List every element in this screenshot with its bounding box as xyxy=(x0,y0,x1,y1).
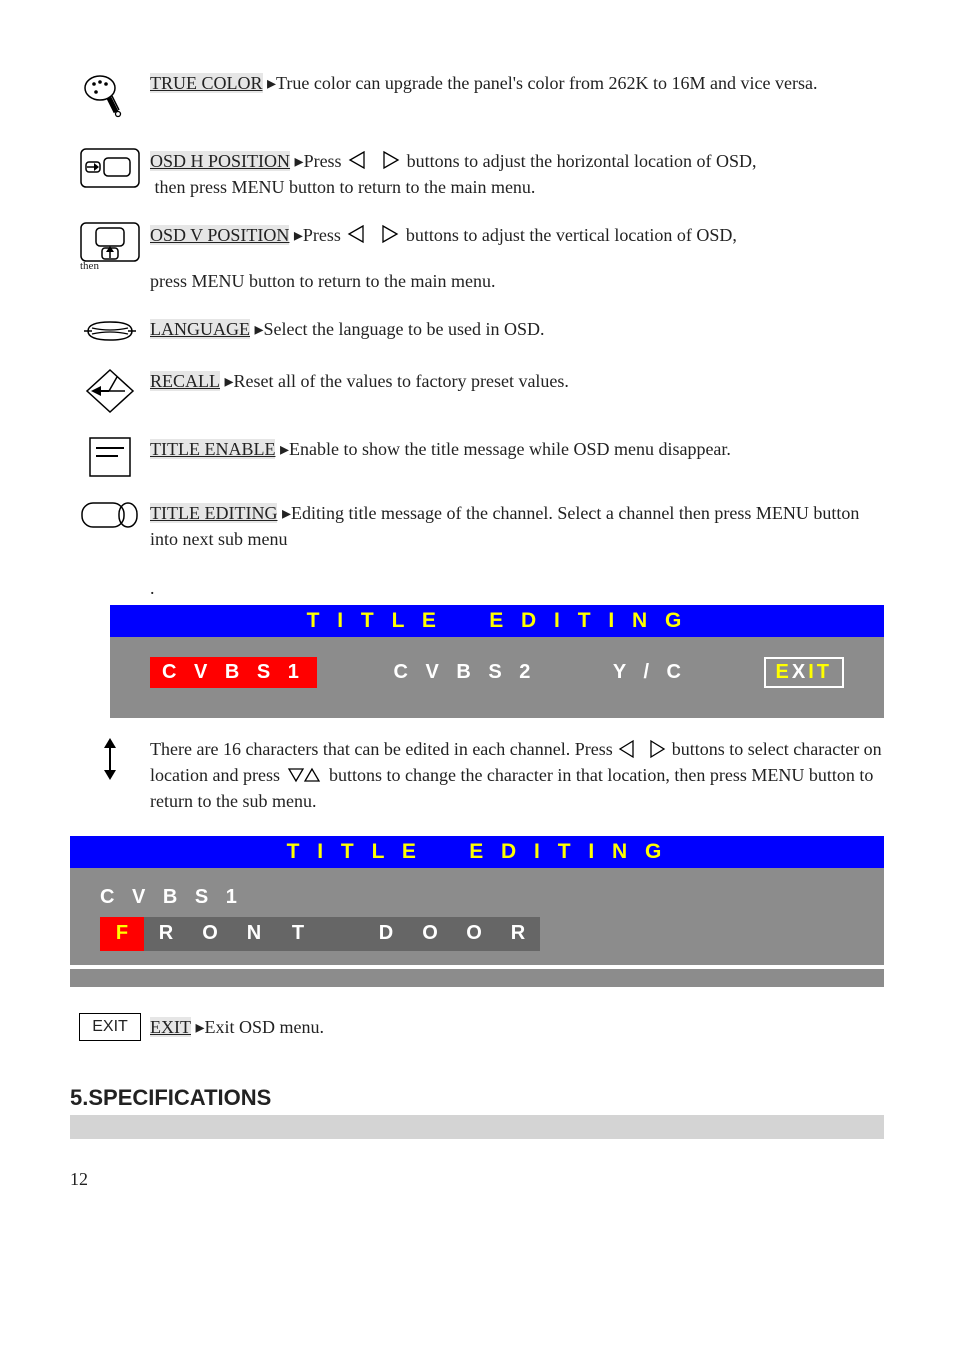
char-3[interactable]: N xyxy=(232,917,276,951)
char-9[interactable]: R xyxy=(496,917,540,951)
title-editing-banner-1: T I T L E E D I T I N G xyxy=(110,605,884,637)
language-text: LANGUAGE ▸Select the language to be used… xyxy=(150,316,884,342)
title-enable-text: TITLE ENABLE ▸Enable to show the title m… xyxy=(150,436,884,462)
osd-h-text: OSD H POSITION ▸Press buttons to adjust … xyxy=(150,148,884,200)
specifications-bar xyxy=(70,1115,884,1139)
exit-box-icon: EXIT xyxy=(70,1013,150,1041)
title-editing-text: TITLE EDITING ▸Editing title message of … xyxy=(150,500,884,552)
char-6[interactable]: D xyxy=(364,917,408,951)
cvbs1-button[interactable]: C V B S 1 xyxy=(150,657,317,688)
recall-text: RECALL ▸Reset all of the values to facto… xyxy=(150,368,884,394)
title-editing-icon xyxy=(70,500,150,530)
char-row[interactable]: F R O N T D O O R xyxy=(70,917,884,951)
char-2[interactable]: O xyxy=(188,917,232,951)
yc-label[interactable]: Y / C xyxy=(613,661,687,684)
language-icon xyxy=(70,316,150,346)
char-8[interactable]: O xyxy=(452,917,496,951)
char-0[interactable]: F xyxy=(100,917,144,951)
osd-v-icon: then xyxy=(70,222,150,268)
cvbs1-label-2: C V B S 1 xyxy=(100,886,243,909)
char-4[interactable]: T xyxy=(276,917,320,951)
updown-icon xyxy=(70,736,150,782)
gray-strip xyxy=(70,969,884,987)
exit-text: EXIT ▸Exit OSD menu. xyxy=(150,1014,884,1040)
exit-button[interactable]: EXIT xyxy=(764,657,844,688)
title-editing-banner-2: T I T L E E D I T I N G xyxy=(70,836,884,868)
title-editing-menu-1: C V B S 1 C V B S 2 Y / C EXIT xyxy=(110,637,884,718)
recall-icon xyxy=(70,368,150,414)
specifications-heading: 5.SPECIFICATIONS xyxy=(70,1085,884,1111)
char-7[interactable]: O xyxy=(408,917,452,951)
char-edit-text: There are 16 characters that can be edit… xyxy=(150,736,884,814)
true-color-icon xyxy=(70,70,150,126)
title-enable-icon xyxy=(70,436,150,478)
true-color-text: TRUE COLOR ▸True color can upgrade the p… xyxy=(150,70,884,96)
page-number: 12 xyxy=(70,1169,884,1190)
char-5[interactable] xyxy=(320,917,364,951)
cvbs2-label[interactable]: C V B S 2 xyxy=(393,661,536,684)
osd-v-text: OSD V POSITION ▸Press buttons to adjust … xyxy=(150,222,884,294)
sub-menu-dot: . xyxy=(150,575,884,601)
osd-h-icon xyxy=(70,148,150,190)
title-editing-menu-2: C V B S 1 F R O N T D O O R xyxy=(70,868,884,965)
char-1[interactable]: R xyxy=(144,917,188,951)
